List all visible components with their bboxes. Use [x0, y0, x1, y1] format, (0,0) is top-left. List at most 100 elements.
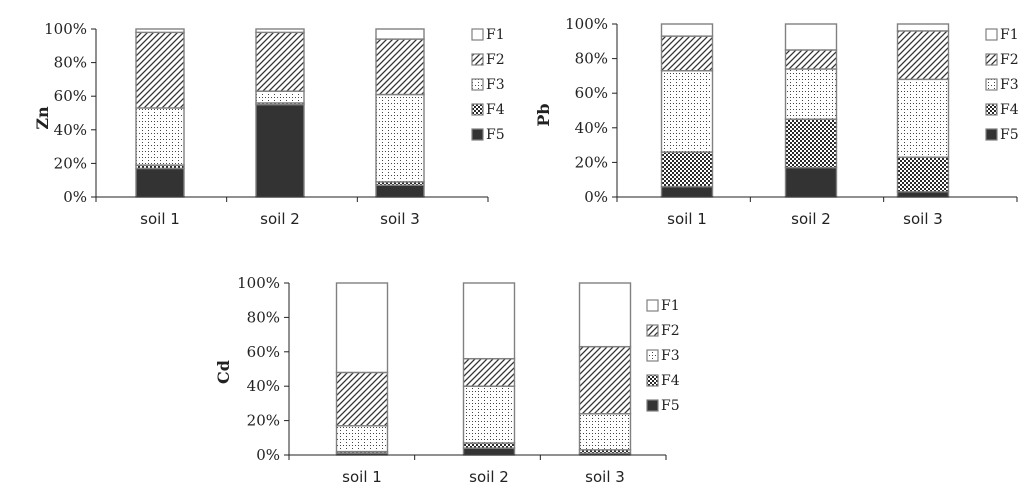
bar-segment-f2 [135, 31, 185, 109]
x-tick-label: soil 3 [903, 210, 943, 228]
y-tick-label: 80% [54, 54, 87, 72]
legend-swatch-f5 [985, 128, 998, 141]
legend-swatch-f1 [646, 299, 659, 312]
legend-swatch-f4 [985, 103, 998, 116]
legend-swatch-f4 [471, 103, 484, 116]
legend-swatch-f3 [985, 78, 998, 91]
y-tick-label: 0% [584, 188, 608, 206]
x-tick-label: soil 1 [140, 210, 180, 228]
bar-segment-f5 [462, 447, 516, 456]
legend-label: F3 [1000, 77, 1019, 93]
x-tick-label: soil 1 [342, 468, 382, 486]
legend-swatch-f5 [471, 128, 484, 141]
bar-segment-f3 [896, 78, 950, 158]
bar-segment-f5 [255, 103, 305, 198]
y-tick-label: 60% [575, 84, 608, 102]
bar-segment-f2 [660, 35, 714, 72]
y-tick-label: 100% [44, 20, 87, 38]
y-tick-label: 40% [54, 121, 87, 139]
legend-label: F5 [1000, 127, 1019, 143]
legend-label: F5 [661, 398, 680, 414]
bar-segment-f1 [255, 28, 305, 34]
bar-segment-f3 [335, 425, 389, 453]
legend: F1 F2 F3 F4 F5 [985, 27, 1019, 143]
bar-segment-f1 [462, 282, 516, 360]
bar-segment-f2 [896, 30, 950, 81]
y-tick-label: 20% [247, 412, 280, 430]
bar-segment-f5 [135, 167, 185, 198]
legend-label: F2 [1000, 52, 1019, 68]
bar-segment-f3 [255, 90, 305, 104]
bar-segment-f1 [578, 282, 632, 348]
y-tick-label: 0% [256, 446, 280, 464]
bar-segment-f1 [135, 28, 185, 34]
bar-segment-f5 [896, 191, 950, 198]
legend-label: F3 [486, 77, 505, 93]
legend-label: F5 [486, 127, 505, 143]
bar-segment-f2 [462, 357, 516, 387]
legend-swatch-f3 [646, 349, 659, 362]
y-axis-label: Pb [534, 103, 553, 126]
bar-segment-f2 [784, 49, 838, 70]
bar-segment-f5 [784, 166, 838, 198]
bar-segment-f3 [660, 70, 714, 153]
bar-segment-f1 [335, 282, 389, 374]
legend-swatch-f1 [985, 28, 998, 41]
x-tick-label: soil 3 [585, 468, 625, 486]
legend-swatch-f3 [471, 78, 484, 91]
chart-pb: 0% 20% 40% 60% 80% 100% Pb soil 1 soil 2 soil 3 F1… [534, 15, 1019, 228]
x-tick-label: soil 2 [791, 210, 831, 228]
bar-segment-f1 [896, 23, 950, 32]
bar-segment-f4 [462, 442, 516, 449]
x-tick-label: soil 3 [380, 210, 420, 228]
y-tick-label: 20% [575, 153, 608, 171]
legend-swatch-f2 [646, 324, 659, 337]
y-tick-label: 0% [63, 188, 87, 206]
y-tick-label: 40% [575, 119, 608, 137]
x-tick-label: soil 2 [469, 468, 509, 486]
legend-swatch-f1 [471, 28, 484, 41]
bar-segment-f4 [896, 156, 950, 193]
x-tick-label: soil 1 [667, 210, 707, 228]
x-tick-label: soil 2 [260, 210, 300, 228]
legend-label: F4 [661, 373, 680, 389]
bar-segment-f2 [375, 38, 425, 96]
y-axis-label: Zn [33, 106, 52, 130]
legend: F1 F2 F3 F4 F5 [646, 298, 680, 414]
chart-cd: 0% 20% 40% 60% 80% 100% Cd soil 1 soil 2 soil 3 F1… [214, 274, 680, 486]
y-tick-label: 40% [247, 377, 280, 395]
bar-segment-f2 [578, 345, 632, 415]
bar-segment-f4 [660, 151, 714, 188]
bar-segment-f2 [335, 371, 389, 427]
legend-swatch-f2 [471, 53, 484, 66]
y-tick-label: 100% [565, 15, 608, 33]
y-tick-label: 20% [54, 154, 87, 172]
legend-label: F4 [1000, 102, 1019, 118]
legend-label: F1 [661, 298, 680, 314]
legend-label: F1 [1000, 27, 1019, 43]
bar-segment-f3 [135, 107, 185, 166]
bar-segment-f3 [462, 385, 516, 444]
chart-zn: 0% 20% 40% 60% 80% 100% Zn soil 1 soil 2 soil 3 F1… [33, 20, 505, 228]
bar-segment-f4 [784, 118, 838, 169]
bar-segment-f1 [784, 23, 838, 51]
bar-segment-f2 [255, 31, 305, 92]
legend: F1 F2 F3 F4 F5 [471, 27, 505, 143]
y-tick-label: 60% [247, 343, 280, 361]
bar-segment-f1 [660, 23, 714, 37]
legend-label: F3 [661, 348, 680, 364]
y-tick-label: 60% [54, 87, 87, 105]
legend-swatch-f4 [646, 374, 659, 387]
legend-label: F2 [661, 323, 680, 339]
bar-segment-f3 [578, 413, 632, 451]
y-axis-label: Cd [214, 360, 233, 384]
legend-label: F4 [486, 102, 505, 118]
y-tick-label: 80% [575, 50, 608, 68]
y-tick-label: 80% [247, 308, 280, 326]
bar-segment-f5 [660, 185, 714, 198]
legend-swatch-f2 [985, 53, 998, 66]
bar-segment-f1 [375, 28, 425, 40]
legend-swatch-f5 [646, 399, 659, 412]
legend-label: F2 [486, 52, 505, 68]
